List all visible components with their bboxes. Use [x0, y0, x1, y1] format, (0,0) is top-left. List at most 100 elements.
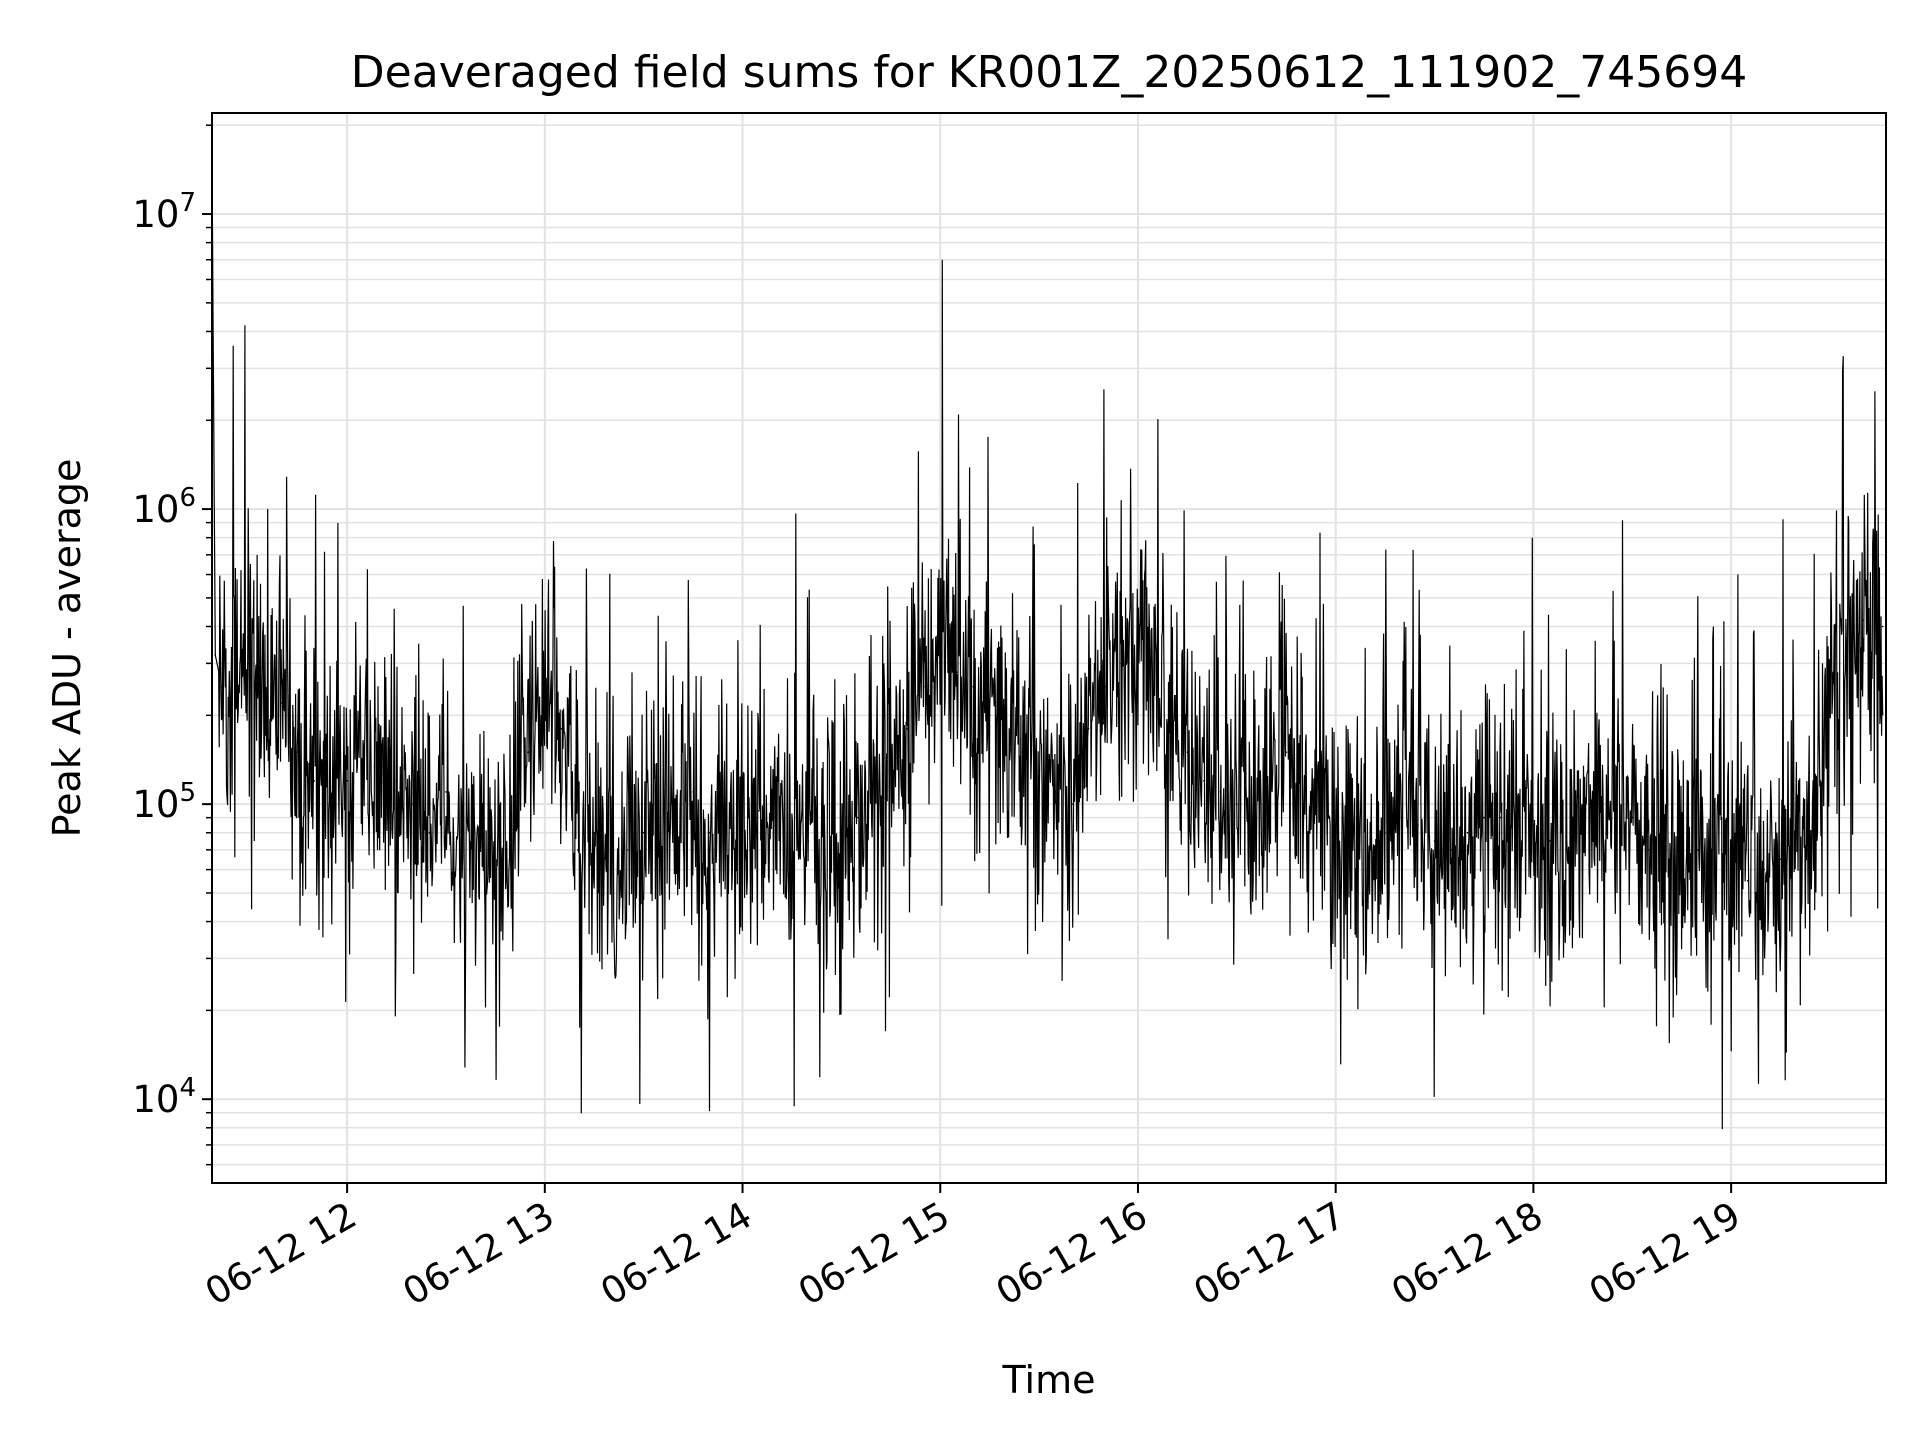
data-point	[511, 831, 513, 834]
data-point	[1680, 868, 1683, 871]
data-point	[1005, 728, 1007, 730]
data-point	[346, 780, 348, 782]
data-point	[1532, 824, 1535, 826]
data-point	[329, 791, 332, 793]
data-point	[577, 849, 579, 851]
data-point	[675, 816, 678, 819]
series-line	[211, 162, 1884, 1130]
data-point	[560, 728, 563, 730]
data-point	[428, 831, 431, 834]
data-point	[642, 831, 645, 834]
data-point	[1763, 868, 1765, 871]
data-point	[379, 791, 381, 793]
data-point	[313, 780, 316, 782]
data-point	[445, 791, 447, 793]
data-point	[263, 685, 266, 688]
data-point	[1631, 816, 1634, 819]
data-point	[873, 803, 876, 805]
data-point	[1170, 728, 1172, 730]
data-point	[774, 816, 777, 819]
data-point	[840, 831, 843, 834]
data-point	[807, 840, 810, 842]
data-point	[221, 685, 223, 688]
data-point	[1647, 849, 1650, 851]
data-point	[1697, 849, 1699, 851]
data-point	[593, 831, 596, 834]
data-point	[1334, 831, 1337, 834]
plot-area-background	[212, 113, 1886, 1183]
data-point	[890, 769, 892, 772]
data-point	[214, 654, 217, 656]
data-point	[955, 671, 958, 673]
data-point	[395, 780, 398, 782]
data-point	[1203, 780, 1205, 782]
data-point	[1318, 816, 1320, 819]
y-tick-label: 107	[132, 188, 196, 236]
y-tick-label: 104	[132, 1073, 196, 1121]
data-point	[708, 831, 711, 834]
data-point	[1499, 816, 1502, 819]
data-point	[1054, 791, 1057, 793]
series-group	[211, 161, 1884, 1130]
data-point	[1516, 831, 1518, 834]
data-point	[1186, 751, 1189, 753]
data-point	[1236, 803, 1238, 805]
plot-area-frame	[211, 112, 1887, 1184]
data-point	[494, 868, 497, 871]
data-point	[1351, 849, 1353, 851]
data-point	[1730, 868, 1732, 871]
data-point	[692, 791, 694, 793]
x-axis-label: Time	[1002, 1358, 1096, 1402]
data-point	[544, 708, 546, 710]
data-point	[1483, 816, 1485, 819]
data-point	[461, 849, 464, 851]
data-point	[1862, 619, 1864, 622]
data-point	[1071, 803, 1073, 805]
y-tick-label: 106	[132, 483, 196, 531]
data-point	[1269, 780, 1271, 782]
data-point	[1812, 831, 1815, 834]
data-point	[1779, 858, 1782, 861]
data-point	[1367, 858, 1370, 861]
data-point	[1582, 816, 1584, 819]
data-point	[1252, 816, 1255, 819]
data-point	[1285, 751, 1288, 753]
data-point	[1565, 831, 1568, 834]
y-tick-label: 105	[132, 778, 196, 826]
data-point	[1713, 868, 1716, 871]
data-point	[626, 849, 628, 851]
chart-title: Deaveraged field sums for KR001Z_2025061…	[351, 47, 1747, 98]
data-point	[296, 751, 299, 753]
data-point	[939, 642, 942, 645]
data-point	[1466, 831, 1469, 834]
data-point	[1664, 858, 1666, 861]
data-point	[972, 685, 974, 688]
data-point	[280, 702, 283, 704]
data-point	[758, 809, 760, 812]
data-point	[1301, 803, 1304, 805]
data-point	[234, 671, 236, 673]
data-point	[1615, 803, 1617, 805]
data-point	[1087, 728, 1090, 730]
data-point	[1021, 751, 1024, 753]
data-point	[906, 728, 909, 730]
data-point	[1829, 685, 1831, 688]
data-point	[1433, 840, 1436, 842]
data-point	[527, 751, 530, 753]
data-point	[1038, 769, 1040, 772]
data-point	[1881, 625, 1884, 628]
data-point	[1120, 662, 1123, 665]
data-point	[791, 831, 793, 834]
data-point	[478, 840, 480, 842]
data-point	[824, 849, 826, 851]
data-point	[988, 714, 991, 717]
data-point	[1417, 824, 1419, 826]
data-point	[412, 803, 414, 805]
data-point	[362, 751, 365, 753]
data-point	[609, 868, 612, 871]
data-point	[659, 824, 661, 826]
data-point	[923, 685, 925, 688]
data-point	[1219, 791, 1222, 793]
